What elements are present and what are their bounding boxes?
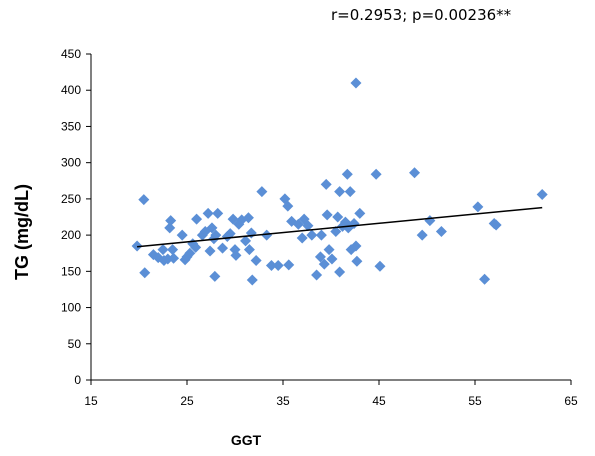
y-tick-label: 300 — [61, 156, 81, 170]
data-point — [250, 254, 262, 266]
data-point — [326, 253, 338, 265]
data-points — [131, 77, 548, 286]
data-point — [341, 168, 353, 180]
data-point — [332, 211, 344, 223]
y-tick-label: 400 — [61, 83, 81, 97]
data-point — [224, 228, 236, 240]
data-point — [217, 242, 229, 254]
data-point — [334, 266, 346, 278]
y-axis: 0 50 100 150 200 250 300 350 400 450 — [61, 47, 91, 387]
data-point — [167, 244, 179, 256]
data-point — [157, 244, 169, 256]
data-point — [261, 229, 273, 241]
data-point — [202, 207, 214, 219]
data-point — [311, 269, 323, 281]
data-point — [323, 244, 335, 256]
data-point — [479, 273, 491, 285]
data-point — [351, 255, 363, 267]
x-axis: 15 25 35 45 55 65 — [84, 380, 578, 408]
x-tick-label: 45 — [372, 394, 386, 408]
data-point — [246, 274, 258, 286]
data-point — [212, 207, 224, 219]
trend-line — [137, 206, 543, 248]
data-point — [302, 220, 314, 232]
data-point — [314, 251, 326, 263]
data-point — [330, 225, 342, 237]
data-point — [190, 241, 202, 253]
y-tick-label: 450 — [61, 47, 81, 61]
x-tick-label: 55 — [468, 394, 482, 408]
data-point — [370, 168, 382, 180]
correlation-annotation: r=0.2953; p=0.00236** — [331, 6, 512, 24]
y-tick-label: 150 — [61, 264, 81, 278]
y-tick-label: 50 — [68, 337, 82, 351]
data-point — [472, 201, 484, 213]
x-tick-label: 35 — [276, 394, 290, 408]
data-point — [354, 207, 366, 219]
data-point — [283, 259, 295, 271]
data-point — [138, 194, 150, 206]
y-tick-label: 350 — [61, 119, 81, 133]
data-point — [334, 186, 346, 198]
data-point — [256, 186, 268, 198]
y-tick-label: 250 — [61, 192, 81, 206]
data-point — [209, 270, 221, 282]
x-axis-title: GGT — [231, 432, 262, 448]
data-point — [265, 260, 277, 272]
y-tick-label: 0 — [74, 373, 81, 387]
data-point — [168, 252, 180, 264]
y-tick-label: 200 — [61, 228, 81, 242]
data-point — [139, 267, 151, 279]
data-point — [210, 229, 222, 241]
data-point — [191, 213, 203, 225]
data-point — [184, 247, 196, 259]
y-tick-label: 100 — [61, 301, 81, 315]
data-point — [272, 260, 284, 272]
x-tick-label: 25 — [180, 394, 194, 408]
data-point — [320, 178, 332, 190]
data-point — [242, 212, 254, 224]
data-point — [204, 245, 216, 257]
x-tick-label: 15 — [84, 394, 98, 408]
x-tick-label: 65 — [564, 394, 578, 408]
data-point — [416, 229, 428, 241]
data-point — [296, 232, 308, 244]
data-point — [536, 189, 548, 201]
data-point — [165, 215, 177, 227]
y-axis-title: TG (mg/dL) — [12, 184, 32, 280]
data-point — [409, 167, 421, 179]
data-point — [206, 222, 218, 234]
data-point — [321, 209, 333, 221]
data-point — [282, 200, 294, 212]
data-point — [350, 77, 362, 89]
data-point — [243, 244, 255, 256]
data-point — [306, 229, 318, 241]
data-point — [176, 229, 188, 241]
data-point — [230, 249, 242, 261]
data-point — [374, 260, 386, 272]
data-point — [424, 215, 436, 227]
data-point — [490, 219, 502, 231]
data-point — [318, 258, 330, 270]
data-point — [344, 186, 356, 198]
data-point — [315, 229, 327, 241]
data-point — [350, 240, 362, 252]
data-point — [435, 225, 447, 237]
data-point — [240, 235, 252, 247]
data-point — [164, 222, 176, 234]
